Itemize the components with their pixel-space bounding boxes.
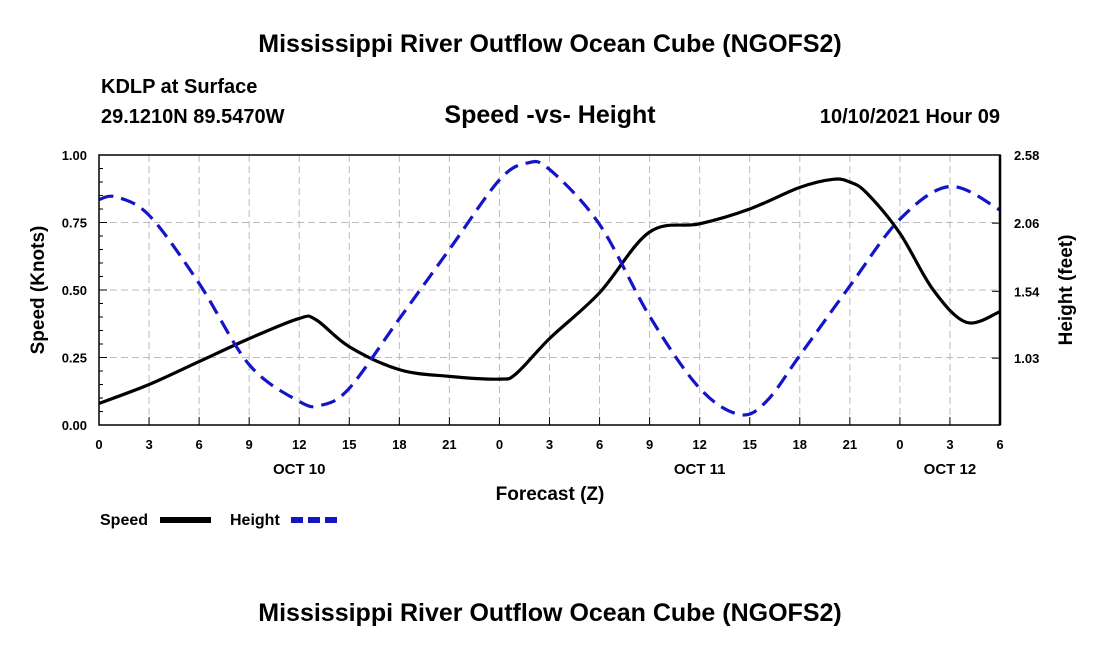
x-tick-label: 0	[95, 437, 102, 452]
x-tick-label: 6	[195, 437, 202, 452]
x-tick-label: 6	[596, 437, 603, 452]
legend-label-speed: Speed	[100, 512, 148, 529]
x-tick-label: 9	[646, 437, 653, 452]
x-tick-label: 21	[843, 437, 857, 452]
y-tick-label: 0.50	[62, 283, 87, 298]
series-line-height	[98, 159, 1001, 417]
coordinates-label: 29.1210N 89.5470W	[101, 106, 285, 128]
x-tick-label: 15	[342, 437, 356, 452]
x-tick-label: 15	[742, 437, 756, 452]
x-tick-label: 3	[145, 437, 152, 452]
x-tick-label: 18	[392, 437, 406, 452]
y-tick-label: 0.25	[62, 351, 87, 366]
grid-layer	[99, 155, 1000, 425]
x-day-label: OCT 11	[674, 461, 726, 478]
x-tick-label: 12	[292, 437, 306, 452]
station-label: KDLP at Surface	[101, 76, 258, 98]
y2-tick-label: 2.06	[1014, 216, 1039, 231]
y2-axis-title: Height (feet)	[1056, 235, 1077, 346]
legend-label-height: Height	[230, 512, 280, 529]
label-layer: 0 3 6 9 12 15 18 21 0 3 6 9 12 15 18 21 0 3 6 OCT 10 OCT 11 O…	[62, 148, 1040, 478]
x-tick-label: 0	[896, 437, 903, 452]
x-tick-label: 12	[692, 437, 706, 452]
x-tick-label: 21	[442, 437, 456, 452]
chart-subtitle: Speed -vs- Height	[444, 101, 656, 129]
x-day-label: OCT 12	[924, 461, 977, 478]
x-tick-label: 6	[996, 437, 1003, 452]
x-tick-label: 9	[246, 437, 253, 452]
y2-tick-label: 1.03	[1014, 351, 1039, 366]
footer-title: Mississippi River Outflow Ocean Cube (NG…	[258, 599, 842, 627]
y-tick-label: 0.75	[62, 216, 87, 231]
y2-tick-label: 1.54	[1014, 284, 1040, 299]
x-tick-label: 3	[546, 437, 553, 452]
chart-main-title: Mississippi River Outflow Ocean Cube (NG…	[258, 30, 842, 58]
y-tick-label: 0.00	[62, 418, 87, 433]
y-tick-label: 1.00	[62, 148, 87, 163]
tick-layer	[98, 154, 1001, 426]
x-tick-label: 18	[793, 437, 807, 452]
series-layer	[98, 159, 1001, 417]
x-tick-label: 0	[496, 437, 503, 452]
series-line-speed	[98, 177, 1001, 405]
x-day-label: OCT 10	[273, 461, 326, 478]
x-tick-label: 3	[946, 437, 953, 452]
x-axis-title: Forecast (Z)	[496, 484, 605, 505]
legend: Speed Height	[100, 512, 342, 529]
forecast-datetime: 10/10/2021 Hour 09	[819, 106, 1000, 128]
y-axis-title: Speed (Knots)	[28, 226, 49, 355]
y2-tick-label: 2.58	[1014, 148, 1039, 163]
